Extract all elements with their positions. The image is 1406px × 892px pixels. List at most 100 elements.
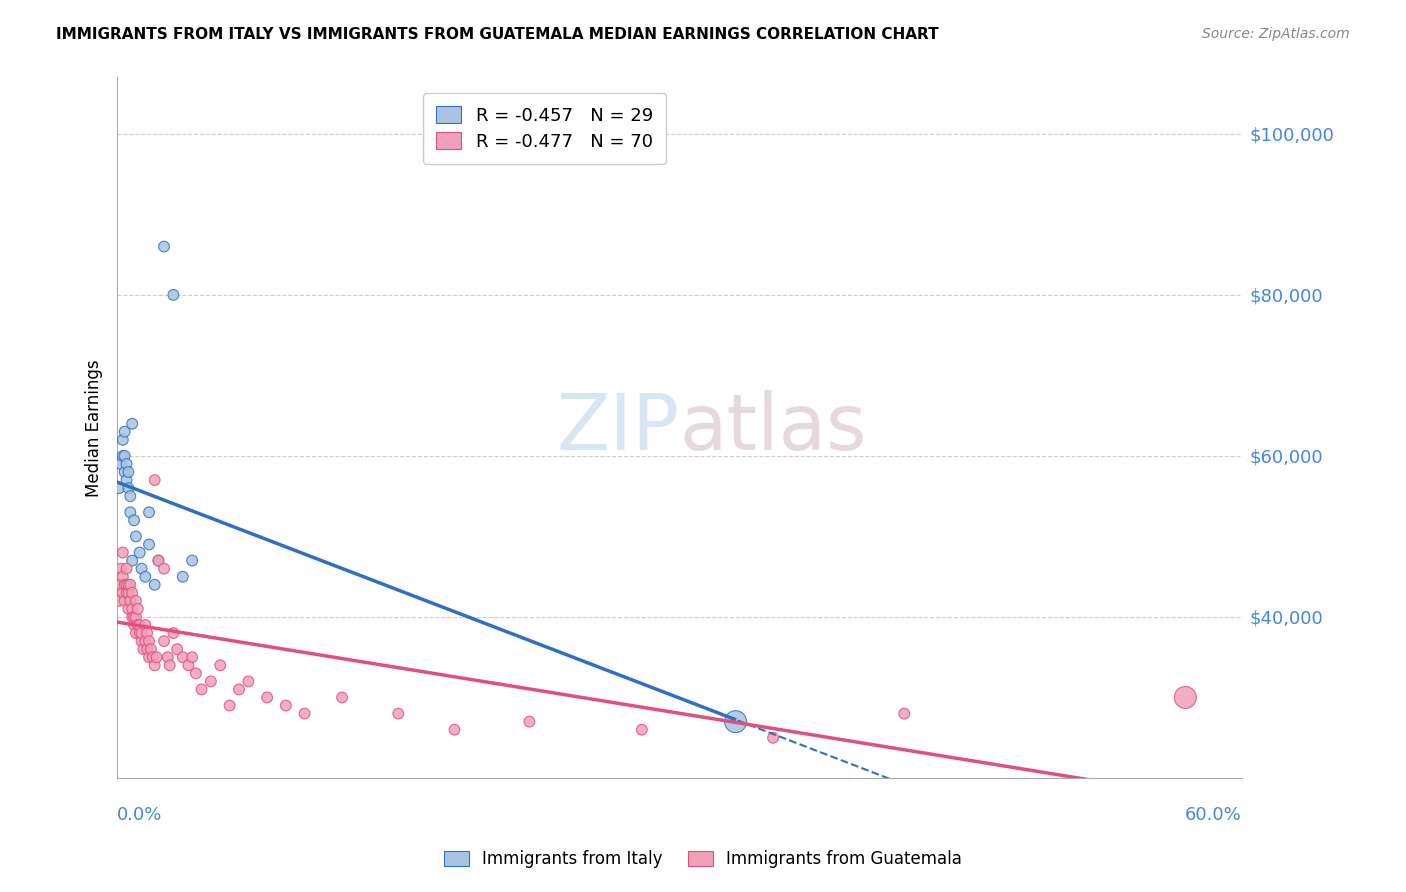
- Point: [127, 602, 149, 616]
- Point: [143, 473, 166, 487]
- Point: [274, 698, 297, 713]
- Legend: Immigrants from Italy, Immigrants from Guatemala: Immigrants from Italy, Immigrants from G…: [437, 844, 969, 875]
- Point: [148, 553, 170, 567]
- Point: [117, 578, 139, 592]
- Point: [110, 561, 132, 575]
- Point: [159, 658, 181, 673]
- Point: [166, 642, 188, 657]
- Text: 60.0%: 60.0%: [1185, 806, 1241, 824]
- Point: [121, 602, 143, 616]
- Point: [125, 594, 148, 608]
- Point: [156, 650, 179, 665]
- Point: [115, 586, 138, 600]
- Point: [294, 706, 316, 721]
- Point: [181, 553, 204, 567]
- Point: [111, 433, 134, 447]
- Point: [238, 674, 260, 689]
- Point: [131, 626, 153, 640]
- Legend: R = -0.457   N = 29, R = -0.477   N = 70: R = -0.457 N = 29, R = -0.477 N = 70: [423, 94, 665, 163]
- Point: [136, 626, 159, 640]
- Point: [114, 465, 136, 479]
- Text: Source: ZipAtlas.com: Source: ZipAtlas.com: [1202, 27, 1350, 41]
- Point: [115, 578, 138, 592]
- Point: [125, 610, 148, 624]
- Point: [134, 570, 156, 584]
- Point: [200, 674, 222, 689]
- Point: [110, 457, 132, 471]
- Point: [138, 650, 160, 665]
- Point: [177, 658, 200, 673]
- Point: [117, 586, 139, 600]
- Point: [117, 602, 139, 616]
- Point: [120, 505, 142, 519]
- Point: [330, 690, 353, 705]
- Point: [893, 706, 915, 721]
- Point: [138, 537, 160, 551]
- Point: [387, 706, 409, 721]
- Point: [120, 489, 142, 503]
- Point: [631, 723, 654, 737]
- Point: [114, 578, 136, 592]
- Point: [108, 594, 131, 608]
- Point: [128, 618, 150, 632]
- Point: [114, 594, 136, 608]
- Point: [108, 481, 131, 495]
- Text: atlas: atlas: [679, 390, 868, 466]
- Point: [519, 714, 541, 729]
- Point: [132, 642, 155, 657]
- Point: [121, 553, 143, 567]
- Point: [1174, 690, 1197, 705]
- Point: [125, 626, 148, 640]
- Point: [162, 626, 184, 640]
- Point: [172, 570, 194, 584]
- Point: [111, 570, 134, 584]
- Point: [162, 288, 184, 302]
- Text: IMMIGRANTS FROM ITALY VS IMMIGRANTS FROM GUATEMALA MEDIAN EARNINGS CORRELATION C: IMMIGRANTS FROM ITALY VS IMMIGRANTS FROM…: [56, 27, 939, 42]
- Point: [121, 417, 143, 431]
- Point: [138, 634, 160, 648]
- Point: [122, 610, 145, 624]
- Point: [120, 594, 142, 608]
- Point: [122, 618, 145, 632]
- Point: [134, 634, 156, 648]
- Point: [143, 578, 166, 592]
- Point: [111, 545, 134, 559]
- Point: [110, 578, 132, 592]
- Point: [115, 473, 138, 487]
- Point: [131, 634, 153, 648]
- Point: [148, 553, 170, 567]
- Point: [125, 529, 148, 543]
- Point: [114, 449, 136, 463]
- Point: [117, 481, 139, 495]
- Point: [120, 578, 142, 592]
- Text: ZIP: ZIP: [557, 390, 679, 466]
- Point: [136, 642, 159, 657]
- Point: [121, 586, 143, 600]
- Point: [131, 561, 153, 575]
- Point: [115, 561, 138, 575]
- Point: [190, 682, 212, 697]
- Point: [153, 239, 176, 253]
- Point: [256, 690, 278, 705]
- Point: [128, 545, 150, 559]
- Point: [724, 714, 747, 729]
- Point: [117, 465, 139, 479]
- Point: [443, 723, 465, 737]
- Point: [115, 457, 138, 471]
- Point: [139, 642, 162, 657]
- Point: [145, 650, 167, 665]
- Point: [218, 698, 240, 713]
- Point: [153, 634, 176, 648]
- Point: [111, 586, 134, 600]
- Point: [153, 561, 176, 575]
- Text: 0.0%: 0.0%: [117, 806, 163, 824]
- Point: [111, 449, 134, 463]
- Point: [228, 682, 250, 697]
- Point: [143, 658, 166, 673]
- Point: [762, 731, 785, 745]
- Point: [122, 513, 145, 527]
- Point: [181, 650, 204, 665]
- Point: [142, 650, 165, 665]
- Point: [114, 425, 136, 439]
- Y-axis label: Median Earnings: Median Earnings: [86, 359, 103, 497]
